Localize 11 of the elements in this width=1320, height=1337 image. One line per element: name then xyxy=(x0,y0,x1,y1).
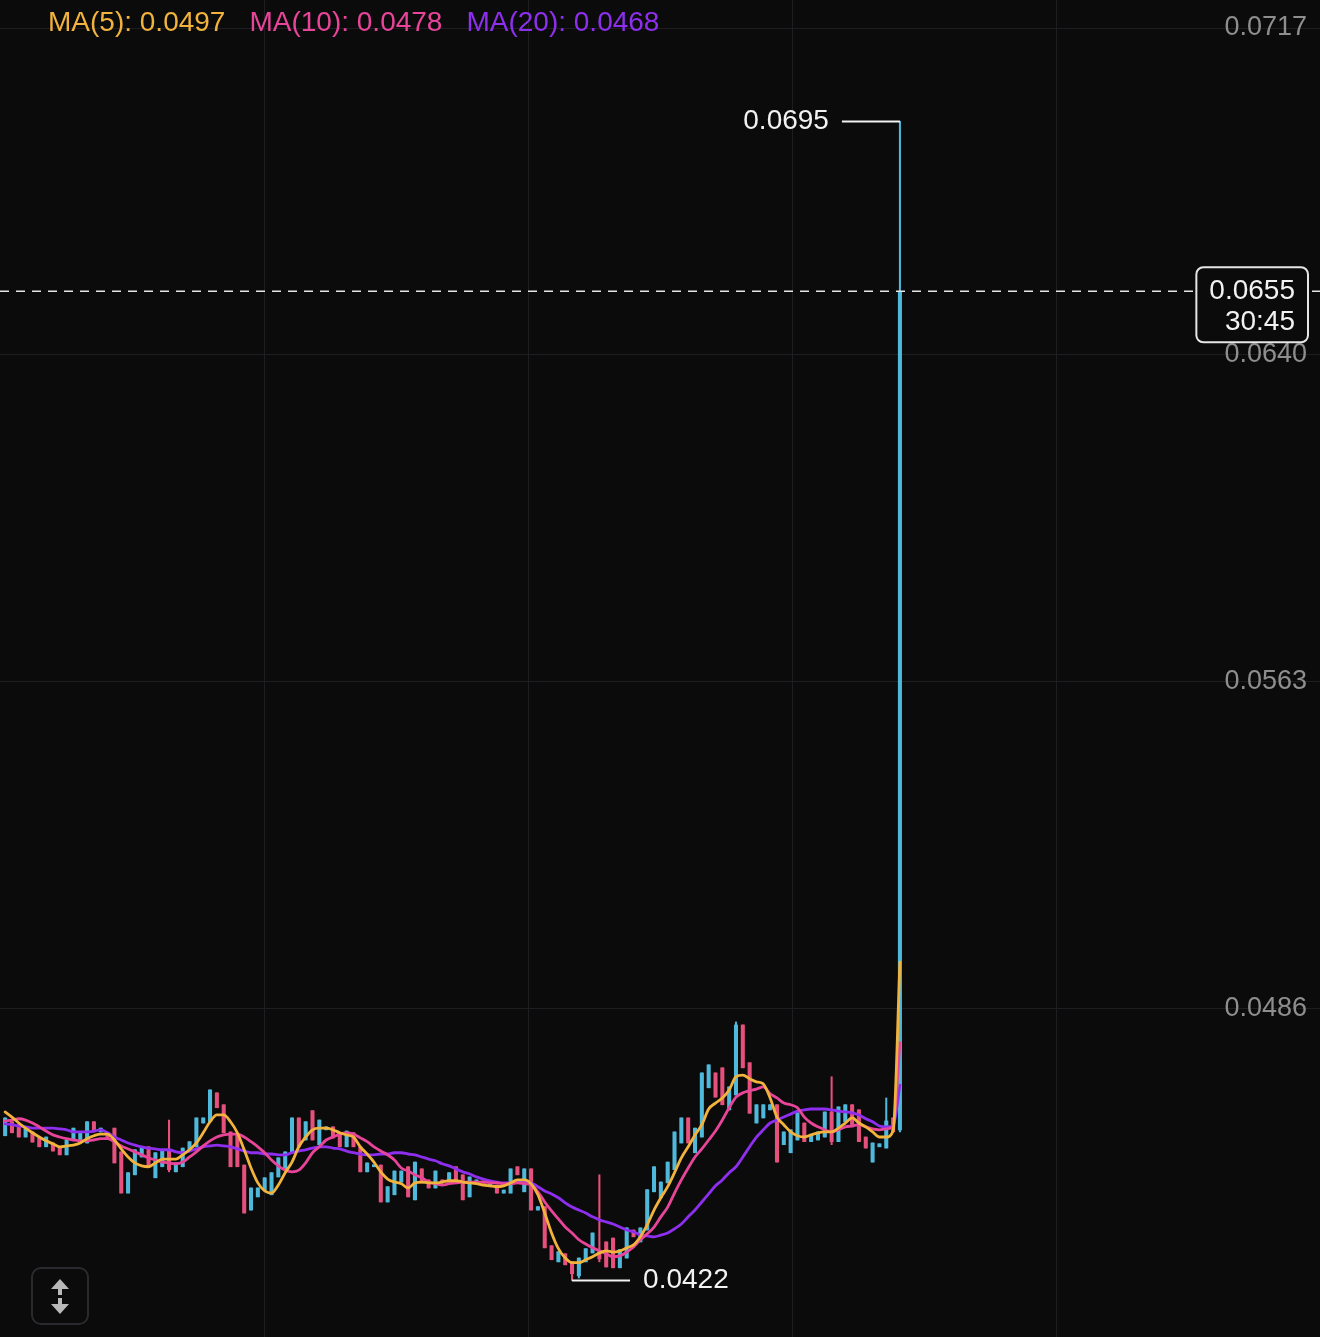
annotation: 0.0422 xyxy=(643,1263,729,1295)
text: 0.0655 xyxy=(1209,273,1295,305)
text: MA(20): 0.0468 xyxy=(466,5,660,39)
text: MA(10): 0.0478 xyxy=(249,5,443,39)
y-tick-label: 0.0563 xyxy=(1224,665,1307,696)
text: MA(5): 0.0497 xyxy=(48,5,226,39)
annotation: 0.0695 xyxy=(743,104,829,136)
text: 30:45 xyxy=(1224,304,1295,336)
y-tick-label: 0.0486 xyxy=(1224,992,1307,1023)
y-tick-label: 0.0717 xyxy=(1224,11,1307,42)
y-tick-label: 0.0640 xyxy=(1224,338,1307,369)
